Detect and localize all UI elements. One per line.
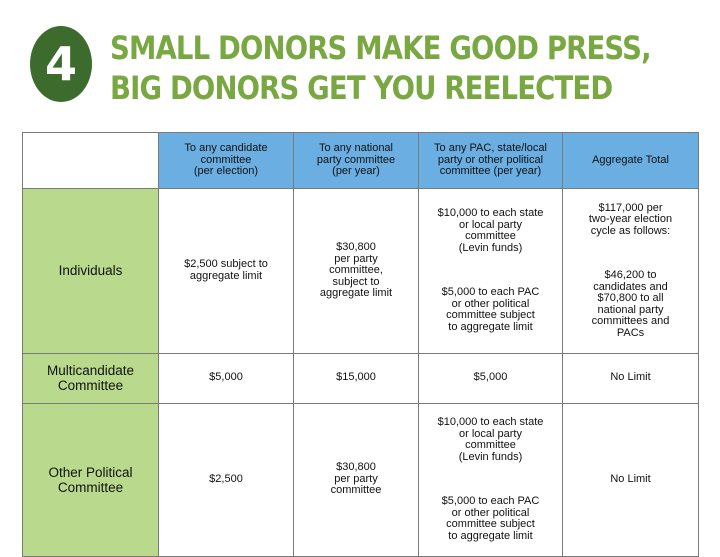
table-row-other-political: Other Political Committee $2,500 $30,800… (22, 402, 699, 557)
other-political-pac-limit: $10,000 to each state or local party com… (418, 402, 563, 557)
other-political-state-party-text: $10,000 to each state or local party com… (437, 416, 544, 463)
other-political-candidate-limit: $2,500 (158, 402, 294, 557)
step-number-badge: 4 (30, 26, 92, 102)
slide-headline: SMALL DONORS MAKE GOOD PRESS, BIG DONORS… (110, 28, 652, 108)
multicandidate-aggregate-total: No Limit (562, 352, 699, 404)
row-header-multicandidate: Multicandidate Committee (22, 352, 159, 404)
multicandidate-candidate-limit: $5,000 (158, 352, 294, 404)
column-header-national-party: To any national party committee (per yea… (293, 132, 419, 189)
table-row-multicandidate: Multicandidate Committee $5,000 $15,000 … (22, 352, 699, 404)
other-political-pac-text: $5,000 to each PAC or other political co… (441, 495, 540, 542)
contribution-limits-table: To any candidate committee (per election… (22, 132, 699, 557)
individuals-pac-text: $5,000 to each PAC or other political co… (441, 286, 540, 333)
individuals-national-party-limit: $30,800 per party committee, subject to … (293, 188, 419, 354)
individuals-aggregate-intro: $117,000 per two-year election cycle as … (588, 201, 673, 237)
headline-line-1: SMALL DONORS MAKE GOOD PRESS, (110, 29, 652, 67)
multicandidate-national-party-limit: $15,000 (293, 352, 419, 404)
column-header-candidate: To any candidate committee (per election… (158, 132, 294, 189)
table-row-individuals: Individuals $2,500 subject to aggregate … (22, 188, 699, 354)
table-corner-cell (22, 132, 159, 189)
row-header-other-political: Other Political Committee (22, 402, 159, 557)
individuals-aggregate-breakdown: $46,200 to candidates and $70,800 to all… (591, 269, 670, 339)
multicandidate-pac-limit: $5,000 (418, 352, 563, 404)
step-number: 4 (44, 37, 77, 91)
individuals-pac-limit: $10,000 to each state or local party com… (418, 188, 563, 354)
column-header-aggregate-total: Aggregate Total (562, 132, 699, 189)
other-political-national-party-limit: $30,800 per party committee (293, 402, 419, 557)
individuals-candidate-limit: $2,500 subject to aggregate limit (158, 188, 294, 354)
column-header-pac-state-local: To any PAC, state/local party or other p… (418, 132, 563, 189)
other-political-aggregate-total: No Limit (562, 402, 699, 557)
table-header-row: To any candidate committee (per election… (22, 132, 699, 189)
row-header-individuals: Individuals (22, 188, 159, 354)
individuals-aggregate-total: $117,000 per two-year election cycle as … (562, 188, 699, 354)
individuals-state-party-text: $10,000 to each state or local party com… (437, 207, 544, 254)
headline-line-2: BIG DONORS GET YOU REELECTED (110, 69, 613, 107)
